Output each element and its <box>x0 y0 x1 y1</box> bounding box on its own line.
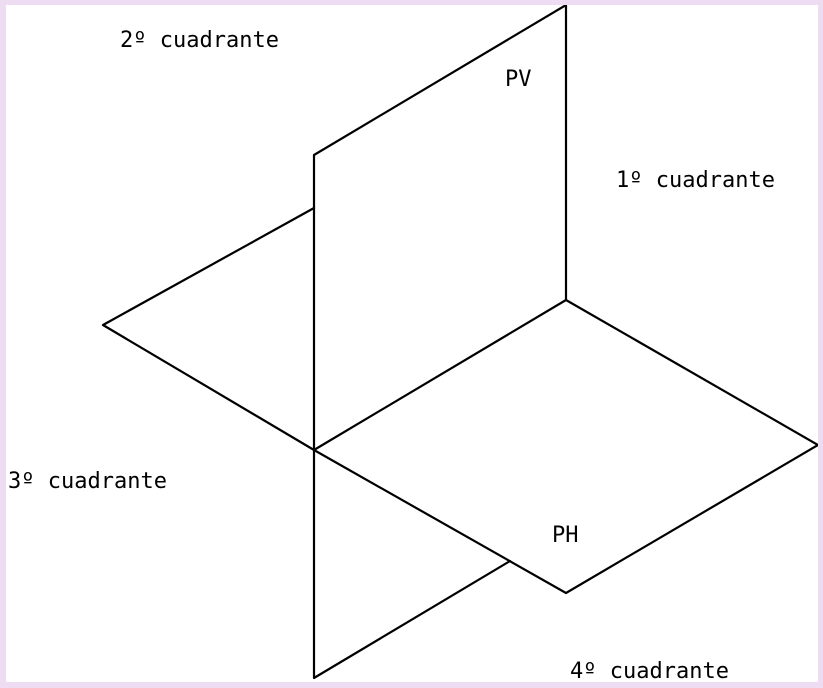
pv-label: PV <box>505 67 532 92</box>
horizontal-plane-front-edge <box>312 298 818 595</box>
fourth-quadrant-label: 4º cuadrante <box>570 659 729 682</box>
vertical-plane-front-edge <box>312 5 568 452</box>
diagram-frame: PV PH 1º cuadrante 2º cuadrante 3º cuadr… <box>6 5 818 682</box>
third-quadrant-label: 3º cuadrante <box>8 469 167 494</box>
ph-label: PH <box>552 523 579 548</box>
vertical-plane-lower-edge <box>312 448 512 680</box>
first-quadrant-label: 1º cuadrante <box>616 168 775 193</box>
horizontal-plane-back-edge <box>101 206 316 452</box>
second-quadrant-label: 2º cuadrante <box>120 28 279 53</box>
projection-planes-diagram: PV PH 1º cuadrante 2º cuadrante 3º cuadr… <box>8 5 818 682</box>
